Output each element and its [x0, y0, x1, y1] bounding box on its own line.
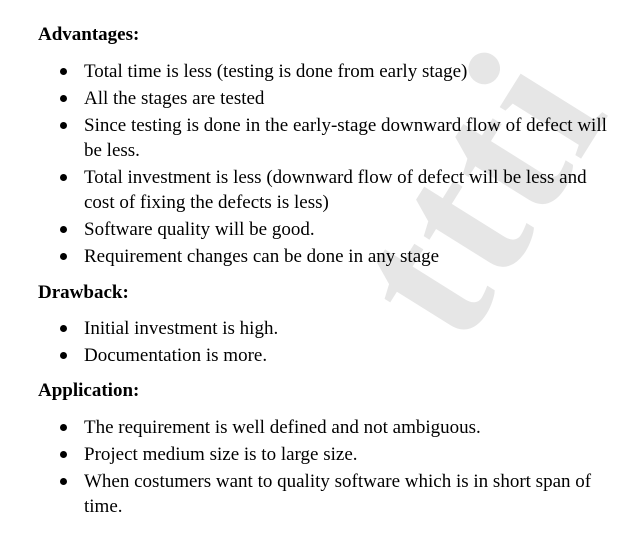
- bullet-icon: [60, 68, 67, 75]
- list-item: All the stages are tested: [0, 86, 636, 111]
- list-item: Project medium size is to large size.: [0, 442, 636, 467]
- bullet-icon: [60, 352, 67, 359]
- list-item: Total time is less (testing is done from…: [0, 59, 636, 84]
- list-item: The requirement is well defined and not …: [0, 415, 636, 440]
- list-item: When costumers want to quality software …: [0, 469, 636, 519]
- list-item: Since testing is done in the early-stage…: [0, 113, 636, 163]
- bullet-icon: [60, 122, 67, 129]
- bullet-icon: [60, 325, 67, 332]
- bullet-icon: [60, 424, 67, 431]
- list-item: Total investment is less (downward flow …: [0, 165, 636, 215]
- bullet-icon: [60, 253, 67, 260]
- bullet-icon: [60, 174, 67, 181]
- application-list: The requirement is well defined and not …: [0, 415, 636, 521]
- advantages-heading: Advantages:: [38, 24, 140, 45]
- bullet-icon: [60, 95, 67, 102]
- bullet-icon: [60, 226, 67, 233]
- bullet-icon: [60, 478, 67, 485]
- list-item: Initial investment is high.: [0, 316, 636, 341]
- drawback-heading: Drawback:: [38, 282, 129, 303]
- application-heading: Application:: [38, 380, 140, 401]
- bullet-icon: [60, 451, 67, 458]
- list-item: Requirement changes can be done in any s…: [0, 244, 636, 269]
- list-item: Documentation is more.: [0, 343, 636, 368]
- advantages-list: Total time is less (testing is done from…: [0, 59, 636, 271]
- list-item: Software quality will be good.: [0, 217, 636, 242]
- drawback-list: Initial investment is high. Documentatio…: [0, 316, 636, 370]
